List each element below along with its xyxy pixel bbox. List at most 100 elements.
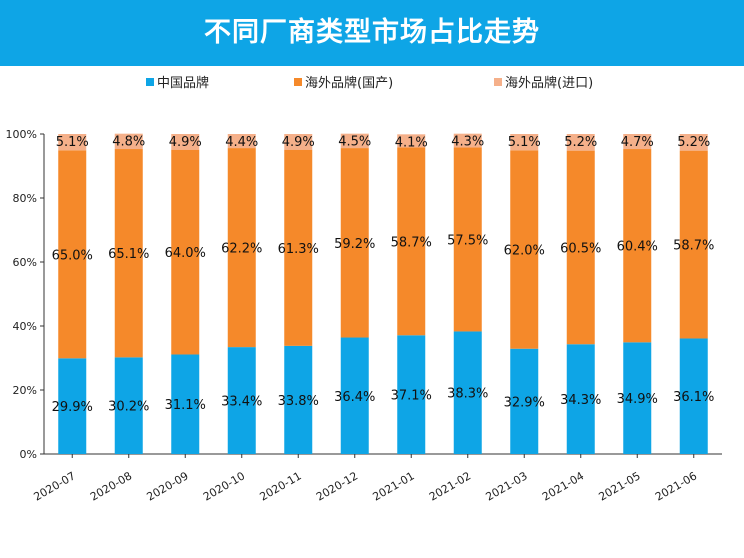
bar-s2-2021-03: [510, 150, 539, 349]
bar-s3-2021-01: [397, 134, 426, 148]
y-tick-label-4: 80%: [13, 192, 37, 205]
x-tick-label-3: 2020-10: [201, 469, 247, 503]
data-label-s2-2020-10: 62.2%: [221, 242, 262, 257]
data-label-s3-2020-07: 5.1%: [56, 135, 89, 150]
bar-s3-2021-04: [566, 134, 595, 151]
data-label-s2-2021-05: 60.4%: [617, 240, 658, 255]
data-label-s3-2021-04: 5.2%: [564, 135, 597, 150]
x-tick-label-9: 2021-04: [540, 469, 586, 503]
bar-s3-2020-12: [340, 133, 369, 149]
bar-s3-2021-02: [453, 133, 482, 148]
data-label-s1-2020-10: 33.4%: [221, 395, 262, 410]
bar-s3-2020-11: [284, 134, 313, 150]
data-label-s1-2020-11: 33.8%: [278, 394, 319, 409]
y-tick-label-1: 20%: [13, 384, 37, 397]
data-label-s3-2021-06: 5.2%: [677, 135, 710, 150]
data-label-s2-2021-06: 58.7%: [673, 239, 714, 254]
bar-s1-2020-09: [171, 354, 200, 454]
bar-s3-2021-05: [623, 134, 652, 150]
legend-swatch-3: [494, 78, 502, 86]
data-label-s1-2021-04: 34.3%: [560, 393, 601, 408]
bar-s1-2020-10: [227, 347, 256, 454]
legend-label-3: 海外品牌(进口): [505, 75, 593, 91]
bar-s1-2021-03: [510, 348, 539, 454]
bar-s3-2020-07: [58, 134, 87, 151]
data-label-s3-2020-10: 4.4%: [225, 135, 258, 150]
x-tick-label-5: 2020-12: [314, 469, 360, 503]
data-label-s2-2021-01: 58.7%: [391, 235, 432, 250]
x-tick-label-11: 2021-06: [653, 469, 699, 503]
data-label-s1-2020-07: 29.9%: [52, 400, 93, 415]
data-label-s3-2020-11: 4.9%: [282, 135, 315, 150]
y-tick-label-5: 100%: [6, 128, 37, 141]
bar-s2-2020-12: [340, 148, 369, 338]
y-tick-label-3: 60%: [13, 256, 37, 269]
bar-s1-2021-02: [453, 331, 482, 454]
data-label-s1-2020-08: 30.2%: [108, 400, 149, 415]
data-label-s2-2020-08: 65.1%: [108, 247, 149, 262]
bar-s1-2021-05: [623, 342, 652, 454]
data-label-s2-2020-11: 61.3%: [278, 242, 319, 257]
bar-s1-2020-07: [58, 358, 87, 454]
x-tick-label-1: 2020-08: [88, 469, 134, 503]
data-label-s2-2020-07: 65.0%: [52, 248, 93, 263]
data-label-s3-2021-03: 5.1%: [508, 135, 541, 150]
bar-s3-2021-06: [679, 134, 708, 151]
data-label-s2-2021-04: 60.5%: [560, 241, 601, 256]
bar-s2-2020-10: [227, 148, 256, 348]
data-labels: 29.9% 65.0% 5.1% 30.2% 65.1% 4.8% 31.1% 64.0% 4.…: [52, 135, 715, 415]
data-label-s1-2021-02: 38.3%: [447, 387, 488, 402]
data-label-s1-2021-06: 36.1%: [673, 390, 714, 405]
bar-s1-2020-11: [284, 345, 313, 454]
bar-s1-2021-06: [679, 338, 708, 454]
legend-label-1: 中国品牌: [157, 75, 209, 91]
legend-swatch-1: [146, 78, 154, 86]
data-label-s1-2021-01: 37.1%: [391, 389, 432, 404]
data-label-s3-2021-01: 4.1%: [395, 135, 428, 150]
data-label-s1-2021-05: 34.9%: [617, 392, 658, 407]
bar-s1-2020-08: [114, 357, 143, 454]
data-label-s3-2020-12: 4.5%: [338, 135, 371, 150]
bar-s3-2021-03: [510, 134, 539, 151]
bar-s2-2020-08: [114, 149, 143, 358]
data-label-s3-2021-02: 4.3%: [451, 135, 484, 150]
legend-swatch-2: [294, 78, 302, 86]
y-tick-label-0: 0%: [20, 448, 37, 461]
data-label-s2-2020-09: 64.0%: [165, 246, 206, 261]
x-tick-label-10: 2021-05: [596, 469, 642, 503]
data-label-s2-2021-03: 62.0%: [504, 244, 545, 259]
x-tick-label-7: 2021-02: [427, 469, 473, 503]
bar-s3-2020-10: [227, 134, 256, 149]
legend-label-2: 海外品牌(国产): [305, 75, 393, 91]
bar-s2-2020-11: [284, 149, 313, 346]
data-label-s1-2020-12: 36.4%: [334, 390, 375, 405]
bar-s3-2020-08: [114, 133, 143, 150]
y-tick-label-2: 40%: [13, 320, 37, 333]
x-tick-label-2: 2020-09: [144, 469, 190, 503]
data-label-s3-2020-09: 4.9%: [169, 135, 202, 150]
title-banner: 不同厂商类型市场占比走势: [0, 0, 744, 66]
bar-s2-2021-02: [453, 147, 482, 332]
bar-s1-2021-01: [397, 335, 426, 454]
bar-s2-2021-06: [679, 150, 708, 339]
bar-s2-2021-01: [397, 147, 426, 336]
chart-title: 不同厂商类型市场占比走势: [204, 17, 540, 48]
data-label-s2-2021-02: 57.5%: [447, 233, 488, 248]
data-label-s1-2020-09: 31.1%: [165, 398, 206, 413]
x-tick-label-4: 2020-11: [257, 469, 303, 503]
data-label-s2-2020-12: 59.2%: [334, 237, 375, 252]
bar-s1-2020-12: [340, 337, 369, 454]
bar-s2-2020-09: [171, 149, 200, 355]
data-label-s3-2021-05: 4.7%: [621, 135, 654, 150]
bar-s2-2021-05: [623, 149, 652, 343]
data-label-s1-2021-03: 32.9%: [504, 395, 545, 410]
bars: [58, 133, 708, 454]
bar-s2-2021-04: [566, 150, 595, 345]
x-tick-label-8: 2021-03: [483, 469, 529, 503]
x-tick-label-6: 2021-01: [370, 469, 416, 503]
x-tick-label-0: 2020-07: [31, 469, 77, 503]
legend: 中国品牌 海外品牌(国产) 海外品牌(进口): [146, 75, 593, 91]
bar-s1-2021-04: [566, 344, 595, 454]
data-label-s3-2020-08: 4.8%: [112, 135, 145, 150]
